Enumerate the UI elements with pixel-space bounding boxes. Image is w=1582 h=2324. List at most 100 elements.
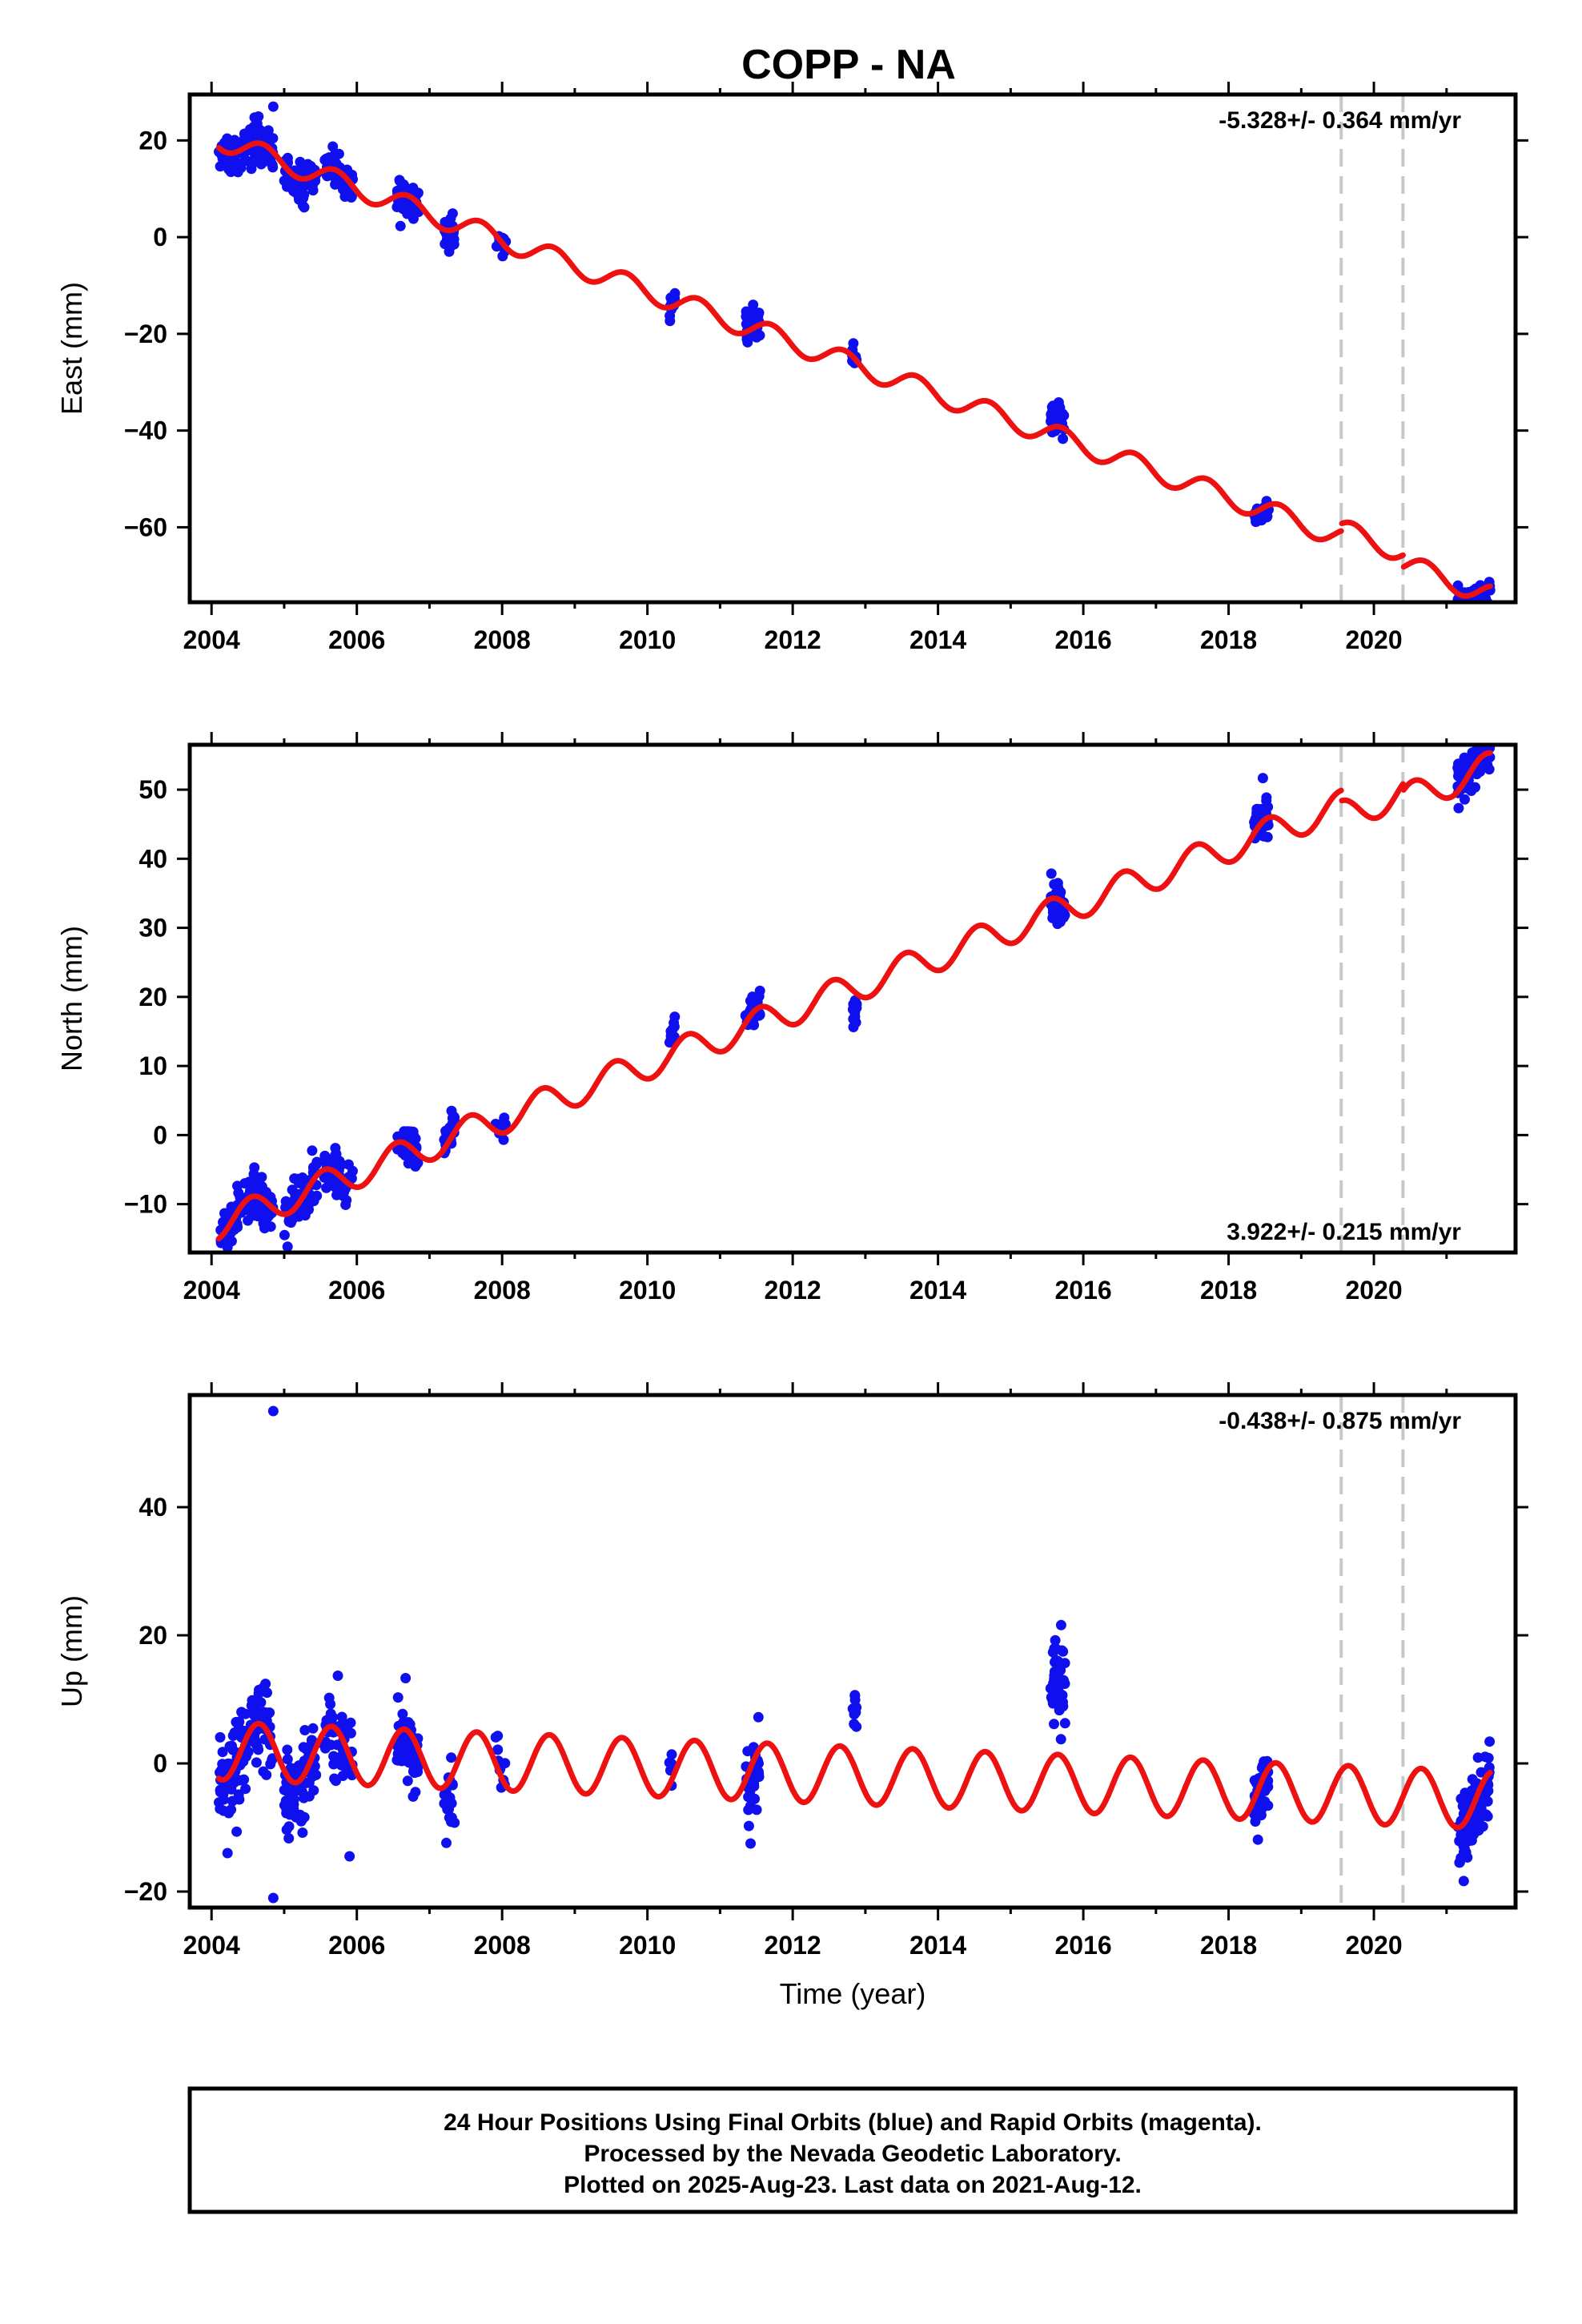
observation-point: [267, 162, 279, 173]
observation-point: [490, 1731, 501, 1743]
x-tick-label: 2010: [619, 625, 676, 654]
observation-point: [1261, 795, 1272, 806]
y-axis-label: Up (mm): [55, 1595, 88, 1707]
observation-point: [751, 1804, 762, 1815]
observation-point: [299, 1725, 311, 1735]
footer-frame: [187, 2086, 1518, 2214]
observation-point: [264, 1707, 275, 1719]
observation-point: [239, 1178, 251, 1189]
observation-point: [1058, 433, 1069, 444]
observation-point: [321, 1182, 332, 1193]
observation-point: [408, 210, 419, 221]
observation-point: [240, 1783, 251, 1795]
x-tick-label: 2016: [1055, 625, 1112, 654]
observation-point: [1052, 406, 1063, 416]
observation-point: [446, 1752, 457, 1763]
observation-point: [1477, 592, 1488, 602]
observation-point: [249, 1162, 260, 1173]
observation-point: [331, 1775, 341, 1787]
observation-point: [252, 1211, 263, 1222]
observation-point: [215, 1767, 225, 1778]
observation-point: [754, 985, 765, 996]
y-tick-label: −60: [124, 513, 167, 541]
observation-point: [440, 216, 451, 227]
observation-point: [1454, 1857, 1465, 1868]
observation-point: [307, 185, 319, 196]
observation-point: [753, 1711, 764, 1723]
x-tick-label: 2008: [474, 625, 531, 654]
observation-point: [849, 1695, 861, 1706]
x-tick-label: 2012: [765, 1931, 821, 1960]
observation-point: [246, 1700, 257, 1711]
observation-point: [243, 1215, 254, 1226]
plot-frame: [187, 742, 1518, 1255]
observation-point: [1460, 608, 1470, 618]
observation-point: [327, 1711, 338, 1723]
observation-point: [336, 1711, 347, 1723]
observation-point: [751, 332, 762, 343]
observation-point: [215, 1784, 226, 1795]
x-axis-label: Time (year): [780, 1977, 926, 2010]
footer-line-2: Processed by the Nevada Geodetic Laborat…: [584, 2141, 1121, 2167]
observation-point: [249, 121, 259, 132]
observation-point: [331, 1148, 342, 1160]
observation-point: [1456, 607, 1467, 617]
y-tick-label: 0: [153, 223, 167, 251]
observation-point: [256, 1172, 267, 1183]
y-tick-label: 30: [139, 914, 167, 943]
x-tick-label: 2010: [619, 1276, 676, 1305]
observation-point: [669, 1021, 680, 1032]
observation-point: [669, 292, 680, 304]
x-tick-label: 2010: [619, 1931, 676, 1960]
observation-point: [1456, 610, 1467, 621]
observation-point: [215, 161, 226, 172]
observation-point: [748, 300, 759, 311]
observation-point: [849, 1719, 860, 1731]
observation-point: [1484, 1762, 1495, 1773]
plot-area: [215, 732, 1496, 1252]
observation-point: [392, 1692, 404, 1703]
observation-point: [666, 1749, 677, 1760]
observation-point: [291, 181, 303, 192]
observation-point: [289, 1173, 300, 1184]
observation-point: [443, 237, 454, 248]
observation-point: [1453, 802, 1464, 814]
observation-point: [1467, 1774, 1478, 1785]
observation-point: [325, 1699, 336, 1710]
observation-point: [444, 246, 455, 257]
north-panel: 2004 2006 2008 2010 2012 2014 2016 2018 2020−100…: [55, 732, 1528, 1305]
y-tick-label: −10: [124, 1190, 167, 1219]
observation-point: [231, 1716, 242, 1727]
observation-point: [1461, 1791, 1472, 1801]
observation-point: [319, 155, 331, 166]
x-tick-label: 2018: [1200, 1276, 1257, 1305]
observation-point: [258, 1766, 269, 1777]
observation-point: [439, 1798, 450, 1809]
observation-point: [346, 192, 357, 203]
observation-point: [1483, 732, 1493, 742]
observation-point: [1053, 397, 1064, 408]
observation-point: [1480, 1809, 1492, 1820]
observation-point: [408, 1762, 420, 1773]
observation-point: [343, 1159, 354, 1170]
observation-point: [492, 1744, 504, 1755]
observation-point: [1058, 1676, 1070, 1687]
observation-point: [282, 1241, 293, 1252]
up-panel: 2004 2006 2008 2010 2012 2014 2016 2018 2020 −20 0…: [55, 1382, 1528, 2010]
observation-point: [297, 1827, 308, 1838]
observation-outlier: [267, 101, 279, 112]
observation-point: [1460, 1847, 1472, 1858]
y-tick-label: 40: [139, 844, 167, 873]
observation-point: [234, 1794, 245, 1805]
observation-point: [235, 1775, 245, 1786]
observation-point: [247, 1200, 258, 1212]
observation-point: [1059, 1718, 1070, 1729]
observation-point: [410, 1787, 421, 1798]
observation-point: [396, 1755, 408, 1767]
x-tick-label: 2020: [1345, 1276, 1402, 1305]
model-curve: [215, 1720, 1493, 1831]
observation-point: [332, 1158, 343, 1169]
observation-point: [441, 1837, 452, 1848]
x-tick-label: 2006: [328, 1931, 385, 1960]
observation-point: [402, 1775, 413, 1787]
